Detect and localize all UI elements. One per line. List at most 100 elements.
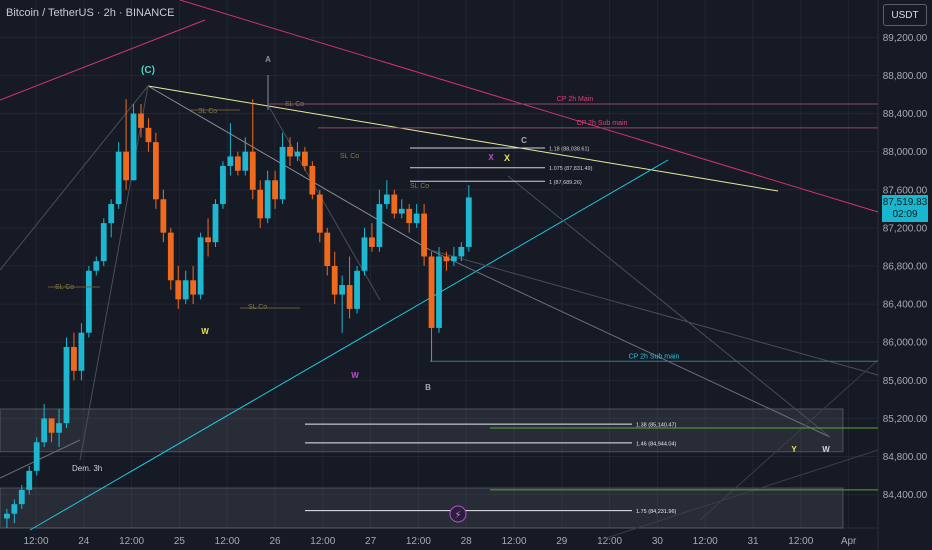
sl-label: SL Co xyxy=(285,101,304,108)
sl-label: SL Co xyxy=(340,153,359,160)
candle-body xyxy=(115,151,122,205)
x-tick-label: 12:00 xyxy=(788,536,813,547)
candle-body xyxy=(145,127,152,143)
candle-body xyxy=(190,280,197,295)
candle-body xyxy=(130,113,137,181)
y-tick-label: 84,800.00 xyxy=(883,452,928,463)
y-tick-label: 85,600.00 xyxy=(883,376,928,387)
x-tick-label: Apr xyxy=(841,536,857,547)
fib-label: 1.18 (88,038.61) xyxy=(549,146,590,152)
candle-body xyxy=(212,204,219,243)
candle-body xyxy=(264,180,271,219)
candle-body xyxy=(93,261,100,271)
candle-body xyxy=(383,194,390,205)
price-axis-bg xyxy=(878,0,932,550)
candle-body xyxy=(272,180,278,200)
symbol-title: Bitcoin / TetherUS · 2h · BINANCE xyxy=(6,7,175,19)
y-tick-label: 88,400.00 xyxy=(883,109,928,120)
candle-body xyxy=(257,189,264,219)
candle-body xyxy=(361,237,368,271)
candle-body xyxy=(421,213,427,257)
fib-label: 1.75 (84,231.96) xyxy=(636,509,677,515)
demand-zone xyxy=(0,487,844,529)
candle-body xyxy=(100,223,107,262)
candle-body xyxy=(220,165,226,205)
x-tick-label: 27 xyxy=(365,536,377,547)
candle-body xyxy=(33,442,40,471)
candle-body xyxy=(85,270,92,333)
projection-line xyxy=(0,85,149,271)
y-tick-label: 85,200.00 xyxy=(883,414,928,425)
fib-label: 1.46 (84,944.04) xyxy=(636,441,677,447)
x-tick-label: 28 xyxy=(461,536,473,547)
wave-label: W xyxy=(351,371,359,380)
candle-body xyxy=(197,237,204,295)
candle-body xyxy=(26,470,33,490)
candle-body xyxy=(242,151,249,171)
candle-body xyxy=(123,151,129,181)
candle-body xyxy=(48,418,55,433)
candle-body xyxy=(182,280,189,300)
wave-label: X xyxy=(488,153,494,162)
y-tick-label: 86,000.00 xyxy=(883,338,928,349)
projection-line xyxy=(79,85,149,461)
candle-body xyxy=(249,151,256,190)
last-price-value: 87,519.83 xyxy=(882,197,928,208)
candle-body xyxy=(175,280,182,300)
x-tick-label: 29 xyxy=(556,536,568,547)
x-tick-label: 12:00 xyxy=(501,536,526,547)
projection-line xyxy=(267,104,381,301)
y-tick-label: 86,400.00 xyxy=(883,300,928,311)
x-tick-label: 12:00 xyxy=(693,536,718,547)
projection-line xyxy=(699,359,879,521)
wave-label: C xyxy=(521,136,527,145)
support-trendline xyxy=(29,159,669,531)
fib-label: 1.38 (85,140.47) xyxy=(636,423,677,429)
sl-label: SL Co xyxy=(410,183,429,190)
candle-body xyxy=(302,151,308,166)
candle-body xyxy=(339,285,346,295)
candle-body xyxy=(436,256,442,328)
candle-body xyxy=(287,146,293,157)
lightning-icon: ⚡ xyxy=(454,510,461,521)
wave-label: Y xyxy=(791,445,797,454)
y-tick-label: 88,000.00 xyxy=(883,147,928,158)
x-tick-label: 25 xyxy=(174,536,186,547)
fib-label: 1 (87,689.26) xyxy=(549,180,582,186)
candle-body xyxy=(465,197,472,247)
candle-body xyxy=(167,232,174,281)
x-tick-label: 30 xyxy=(652,536,664,547)
candle-body xyxy=(316,194,323,233)
candle-body xyxy=(41,418,48,443)
magenta-trendline xyxy=(0,19,206,101)
candle-body xyxy=(346,285,353,309)
candle-body xyxy=(138,113,144,128)
candle-body xyxy=(458,246,465,257)
level-label: CP 2h Main xyxy=(557,96,594,103)
y-tick-label: 88,800.00 xyxy=(883,71,928,82)
demand-zone xyxy=(0,408,844,453)
wave-label: W xyxy=(201,327,209,336)
x-tick-label: 24 xyxy=(78,536,90,547)
candle-body xyxy=(56,423,62,433)
x-tick-label: 12:00 xyxy=(310,536,335,547)
x-tick-label: 12:00 xyxy=(23,536,48,547)
candle-body xyxy=(376,204,383,247)
candle-body xyxy=(279,146,286,200)
candle-body xyxy=(4,513,10,519)
level-label: CP 2h Sub main xyxy=(577,120,628,127)
event-icon xyxy=(449,505,467,523)
candle-body xyxy=(413,213,420,224)
wave-label: X xyxy=(504,153,510,163)
currency-button[interactable]: USDT xyxy=(883,4,927,26)
candle-body xyxy=(63,346,70,424)
candle-body xyxy=(369,237,375,247)
projection-line xyxy=(599,449,879,541)
candle-body xyxy=(205,237,211,243)
y-tick-label: 84,400.00 xyxy=(883,490,928,501)
y-tick-label: 89,200.00 xyxy=(883,33,928,44)
wave-label: A xyxy=(265,55,271,64)
magenta-trendline xyxy=(179,0,879,213)
bar-countdown: 02:09 xyxy=(892,209,918,220)
